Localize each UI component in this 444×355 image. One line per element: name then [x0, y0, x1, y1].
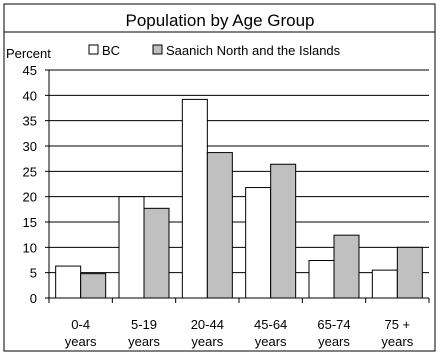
y-tick-label-15: 15 — [23, 215, 37, 230]
y-tick-label-20: 20 — [23, 190, 37, 205]
y-tick-label-25: 25 — [23, 164, 37, 179]
x-tick-label-0-line-0: 0-4 — [71, 317, 90, 332]
x-tick-labels: 0-4 years 5-19 years 20-44 years 45-64 years 65-… — [65, 317, 414, 349]
y-axis-label: Percent — [6, 46, 51, 61]
bar-bc-1 — [118, 196, 145, 299]
legend: BC Saanich North and the Islands — [88, 43, 341, 58]
y-tick-label-30: 30 — [23, 139, 37, 154]
bar-bc-0 — [55, 265, 82, 299]
bar-saanich-north-and-the-islands-2 — [206, 152, 233, 299]
y-tick-label-35: 35 — [23, 114, 37, 129]
x-tick-label-4-line-0: 65-74 — [317, 317, 350, 332]
legend-label-0: BC — [102, 43, 120, 58]
x-tick-label-5-line-0: 75 + — [384, 317, 410, 332]
y-tick-labels: 0 5 10 15 20 25 30 35 40 45 — [23, 63, 37, 306]
x-tick-label-3-line-0: 45-64 — [254, 317, 287, 332]
x-tick-label-1-line-0: 5-19 — [131, 317, 157, 332]
bar-bc-5 — [371, 269, 398, 299]
y-tick-label-45: 45 — [23, 63, 37, 78]
bar-bc-3 — [245, 187, 272, 299]
x-tick-label-0-line-1: years — [65, 334, 97, 349]
legend-label-1: Saanich North and the Islands — [166, 43, 341, 58]
x-tick-label-3-line-1: years — [255, 334, 287, 349]
y-tick-label-5: 5 — [30, 266, 37, 281]
axes — [48, 70, 430, 303]
grid — [45, 69, 429, 299]
chart-frame — [3, 3, 436, 352]
y-tick-label-10: 10 — [23, 240, 37, 255]
bar-saanich-north-and-the-islands-0 — [80, 273, 107, 299]
bar-saanich-north-and-the-islands-5 — [396, 246, 423, 299]
x-tick-label-4-line-1: years — [318, 334, 350, 349]
bar-bc-4 — [308, 260, 335, 299]
x-tick-label-2-line-1: years — [191, 334, 223, 349]
y-tick-label-40: 40 — [23, 88, 37, 103]
bars — [55, 98, 423, 299]
x-tick-label-1-line-1: years — [128, 334, 160, 349]
bar-saanich-north-and-the-islands-1 — [143, 207, 170, 299]
bar-saanich-north-and-the-islands-3 — [270, 163, 297, 299]
y-tick-label-0: 0 — [30, 291, 37, 306]
legend-swatch-1 — [152, 44, 163, 55]
legend-swatch-0 — [88, 44, 99, 55]
bar-bc-2 — [181, 98, 208, 299]
bar-saanich-north-and-the-islands-4 — [333, 234, 360, 299]
x-tick-label-2-line-0: 20-44 — [191, 317, 224, 332]
x-tick-label-5-line-1: years — [381, 334, 413, 349]
chart-title: Population by Age Group — [125, 11, 314, 30]
